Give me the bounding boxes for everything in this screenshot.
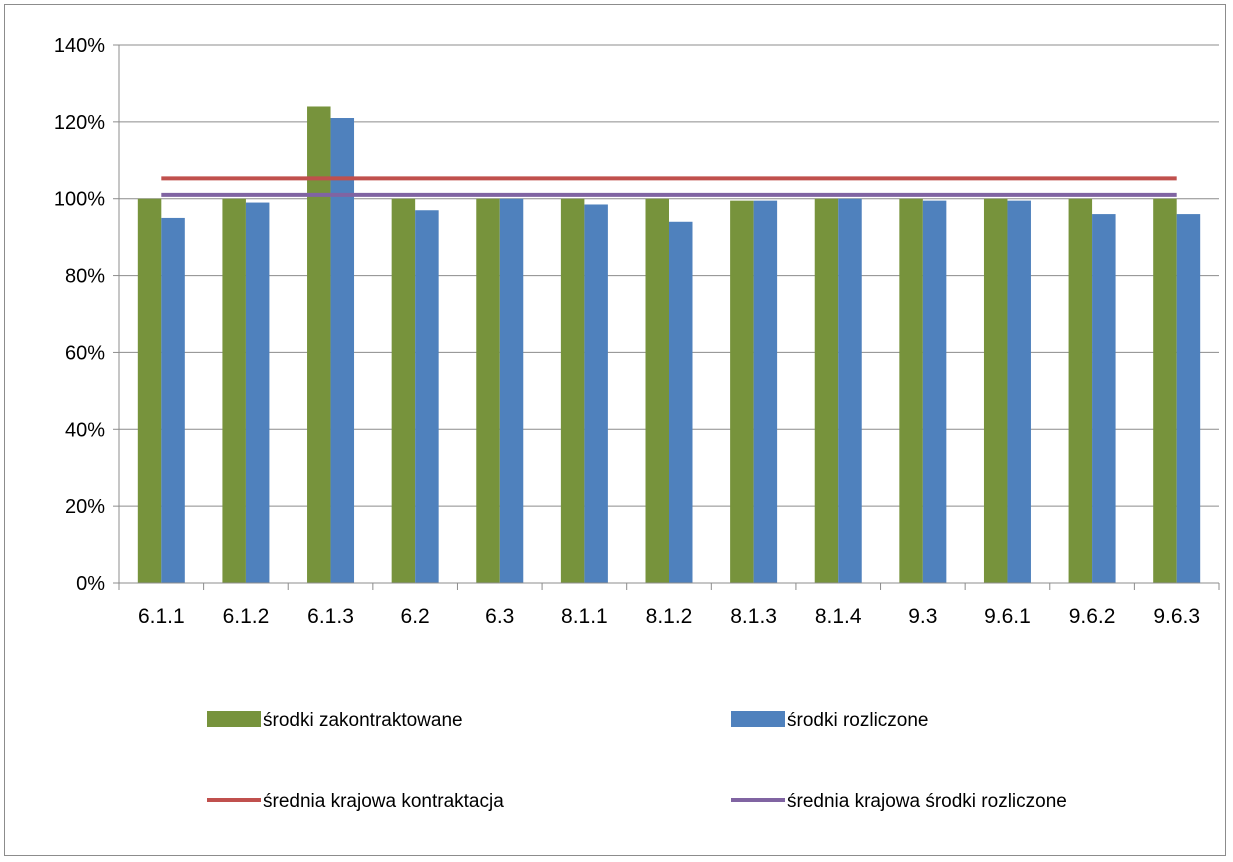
bar-contracted-8.1.4 [814,198,839,583]
legend-label: środki zakontraktowane [263,710,463,731]
bar-settled-8.1.1 [584,204,608,583]
bar-settled-6.3 [499,198,524,583]
bar-contracted-8.1.1 [560,198,585,583]
x-axis-ticks: 6.1.1 6.1.2 6.1.3 6.2 6.3 8.1.1 8.1.2 8.1.3 8.1.… [118,583,1220,628]
legend-swatch [207,711,261,727]
y-tick-label: 140% [54,35,105,57]
bar-settled-6.1.2 [245,202,270,584]
bar-settled-9.6.3 [1176,214,1201,584]
legend-label: średnia krajowa środki rozliczone [787,791,1067,812]
bar-contracted-6.2 [391,198,416,583]
bar-settled-9.6.2 [1092,214,1116,584]
average-lines [161,176,1177,197]
x-tick-label: 6.1.3 [307,605,354,628]
bar-settled-8.1.2 [669,221,693,583]
bar-settled-6.1.1 [161,217,185,583]
bar-settled-6.2 [415,210,439,583]
y-tick-label: 80% [65,266,105,288]
x-tick-label: 8.1.4 [815,605,862,628]
y-axis-ticks: 0% 20% 40% 60% 80% 100% 120% 140% [54,35,119,595]
x-tick-label: 9.3 [908,605,937,628]
bar-settled-9.6.1 [1007,200,1031,583]
bar-settled-8.1.4 [838,198,862,583]
bar-settled-9.3 [922,200,947,583]
x-tick-label: 6.1.2 [223,605,270,628]
bar-contracted-8.1.3 [730,200,754,583]
legend-swatch [731,711,785,727]
bar-contracted-6.1.1 [137,198,162,583]
bar-contracted-6.1.2 [222,198,246,583]
bars [137,106,1201,584]
bar-contracted-9.3 [899,198,923,583]
x-tick-label: 9.6.2 [1069,605,1116,628]
bar-contracted-6.1.3 [307,106,331,583]
x-tick-label: 8.1.2 [646,605,693,628]
y-tick-label: 20% [65,496,105,518]
legend: środki zakontraktowane środki rozliczone ś… [207,710,1067,812]
axes [118,45,1219,584]
x-tick-label: 8.1.3 [730,605,777,628]
x-tick-label: 6.1.1 [138,605,185,628]
bar-contracted-9.6.3 [1153,198,1177,583]
legend-label: środki rozliczone [787,710,929,731]
bar-contracted-6.3 [476,198,500,583]
chart-frame: 0% 20% 40% 60% 80% 100% 120% 140% 6.1.1 6.1.2 6.1… [4,4,1226,856]
x-tick-label: 8.1.1 [561,605,608,628]
y-tick-label: 0% [76,573,105,595]
bar-contracted-9.6.1 [983,198,1008,583]
legend-label: średnia krajowa kontraktacja [263,791,504,812]
x-tick-label: 9.6.3 [1153,605,1200,628]
x-tick-label: 9.6.1 [984,605,1031,628]
y-tick-label: 120% [54,112,105,134]
y-tick-label: 60% [65,342,105,364]
y-tick-label: 100% [54,189,105,211]
bar-contracted-9.6.2 [1068,198,1093,583]
x-tick-label: 6.2 [401,605,430,628]
bar-contracted-8.1.2 [645,198,669,583]
bar-chart: 0%20%40%60%80%100%120%140% 6.1.1 6.1.2 6.1… [54,35,1220,812]
bar-settled-6.1.3 [330,118,355,583]
x-tick-label: 6.3 [485,605,514,628]
bar-settled-8.1.3 [753,200,778,583]
y-tick-label: 40% [65,419,105,441]
